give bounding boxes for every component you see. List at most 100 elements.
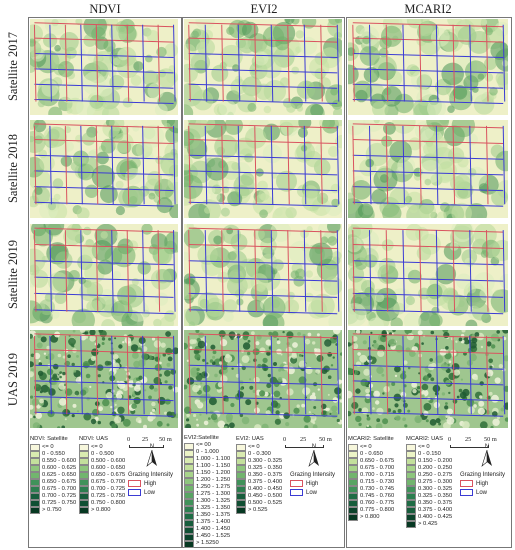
map-panel-ndvi-satellite-2019	[30, 224, 178, 326]
legend-label: 0.400 - 0.425	[418, 513, 453, 520]
legend-evi2-satellite: EVI2:Satellite <= 00 0 - 1.000 1.000 - 1.1…	[184, 435, 231, 548]
legend-label: 1.100 - 1.150	[196, 463, 231, 470]
legend-swatch	[79, 506, 89, 514]
map-panel-mcari2-satellite-2017	[348, 19, 508, 115]
map-panel-mcari2-satellite-2018	[348, 120, 508, 218]
legend-item: <= 00	[184, 443, 230, 450]
legend-label: 0.715 - 0.730	[360, 478, 395, 485]
grazing-intensity-legend: Grazing Intensity High Low	[128, 472, 173, 496]
legend-title: NDVI: Satellite	[30, 436, 68, 442]
legend-swatch	[406, 506, 416, 514]
legend-item: 0.760 - 0.775	[348, 499, 394, 507]
legend-swatch	[30, 499, 40, 507]
legend-item: > 0.800	[348, 513, 394, 521]
legend-label: 0 - 0.300	[248, 450, 271, 457]
legend-swatch	[406, 443, 416, 451]
legend-label: > 1.5250	[196, 540, 219, 547]
legend-swatch	[79, 499, 89, 507]
legend-label: 0.600 - 0.625	[42, 464, 77, 471]
legend-item: 0 - 0.500	[79, 450, 125, 458]
legend-swatch	[184, 442, 194, 450]
legend-item: 0.650 - 0.675	[348, 457, 395, 465]
legend-label: 0.500 - 0.525	[248, 499, 283, 506]
row-header-uas-2019: UAS 2019	[6, 352, 21, 406]
legend-item: 0.250 - 0.275	[406, 471, 452, 479]
legend-label: 0.730 - 0.745	[360, 485, 395, 492]
legend-item: > 0.800	[79, 506, 125, 514]
high-swatch	[460, 480, 473, 487]
legend-item: 1.100 - 1.150	[184, 464, 230, 471]
high-swatch	[128, 480, 141, 487]
legend-swatch	[236, 485, 246, 493]
legend-item: 0.200 - 0.250	[406, 464, 452, 472]
legend-item: 0.275 - 0.300	[406, 478, 453, 486]
legend-item: 0 - 0.300	[236, 450, 282, 458]
map-panel-evi2-uas-2019	[184, 330, 342, 428]
legend-swatch	[406, 471, 416, 479]
legend-swatch	[348, 499, 358, 507]
scale-bar: 0 25 50 m	[283, 436, 340, 450]
legend-item: 0.300 - 0.325	[406, 485, 452, 493]
legend-label: 0.150 - 0.200	[418, 457, 453, 464]
legend-label: <= 0	[248, 443, 260, 450]
legend-item: 0.500 - 0.525	[236, 499, 283, 507]
legend-item: > 0.525	[236, 506, 282, 514]
legend-item: <= 0	[79, 443, 125, 451]
legend-item: 0.650 - 0.675	[30, 478, 76, 486]
legend-label: 1.350 - 1.375	[196, 512, 231, 519]
legend-swatch	[79, 443, 89, 451]
legend-item: 1.325 - 1.350	[184, 506, 230, 513]
legend-swatch	[30, 485, 40, 493]
legend-label: 0.650 - 0.675	[360, 457, 395, 464]
legend-item: 1.200 - 1.250	[184, 478, 230, 485]
legend-swatch	[348, 485, 358, 493]
grazing-title: Grazing Intensity	[460, 472, 506, 478]
legend-swatch	[30, 457, 40, 465]
legend-label: 0.650 - 0.675	[91, 471, 126, 478]
legend-swatch	[348, 471, 358, 479]
legend-item: 0.350 - 0.375	[406, 499, 452, 507]
legend-item: <= 0	[30, 443, 76, 451]
legend-item: 0.730 - 0.745	[348, 485, 395, 493]
map-panel-ndvi-satellite-2017	[30, 19, 178, 115]
legend-item: 0.675 - 0.700	[348, 464, 394, 472]
legend-item: 0.675 - 0.700	[79, 478, 126, 486]
legend-swatch	[79, 485, 89, 493]
legend-swatch	[184, 519, 194, 527]
legend-swatch	[236, 450, 246, 458]
legend-swatch	[184, 526, 194, 534]
column-header-mcari2: MCARI2	[404, 2, 452, 16]
legend-label: 0.700 - 0.725	[42, 492, 77, 499]
legend-item: 0.745 - 0.760	[348, 492, 394, 500]
legend-swatch	[79, 471, 89, 479]
legend-label: 0 - 0.550	[42, 450, 65, 457]
legend-item: 0.625 - 0.650	[30, 471, 76, 479]
legend-item: <= 0	[236, 443, 282, 451]
legend-item: 0.325 - 0.350	[406, 492, 452, 500]
legend-item: 1.275 - 1.300	[184, 492, 230, 499]
legend-title: MCARI2: UAS	[406, 436, 444, 442]
legend-label: > 0.750	[42, 506, 62, 513]
legend-swatch	[79, 450, 89, 458]
legend-label: 0 - 0.150	[418, 450, 441, 457]
legend-swatch	[406, 478, 416, 486]
legend-label: 0.675 - 0.700	[91, 478, 126, 485]
legend-item: 0.775 - 0.800	[348, 506, 394, 514]
legend-label: 0.700 - 0.725	[91, 485, 126, 492]
legend-item: 0.300 - 0.325	[236, 457, 282, 465]
legend-label: 0.275 - 0.300	[418, 478, 453, 485]
legend-item: 0.400 - 0.450	[236, 485, 282, 493]
legend-label: 1.375 - 1.400	[196, 519, 231, 526]
legend-swatch	[348, 450, 358, 458]
high-label: High	[476, 480, 489, 487]
legend-item: 0 - 0.650	[348, 450, 394, 458]
legend-item: 0.375 - 0.400	[236, 478, 282, 486]
legend-swatch	[79, 457, 89, 465]
legend-swatch	[30, 464, 40, 472]
legend-item: <= 0	[406, 443, 452, 451]
grazing-intensity-legend: Grazing Intensity High Low	[290, 472, 335, 496]
legend-swatch	[236, 464, 246, 472]
legend-label: <= 0	[91, 443, 103, 450]
